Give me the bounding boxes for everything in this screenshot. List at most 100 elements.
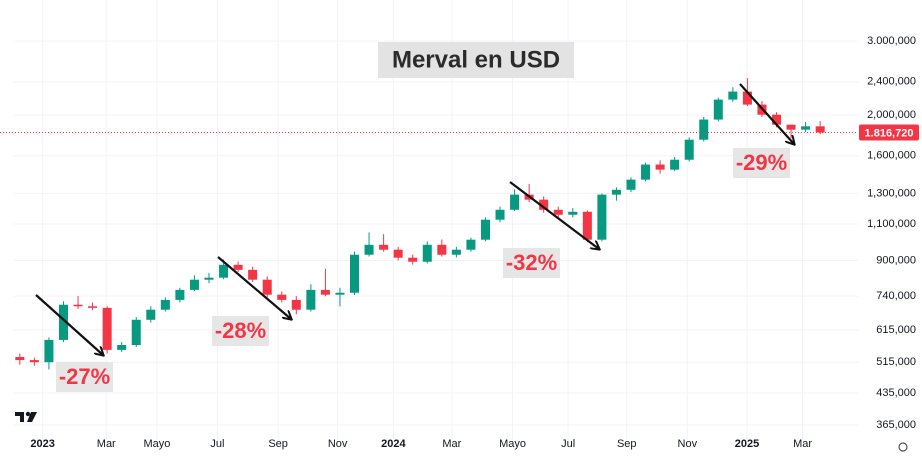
candle-body [44, 339, 54, 363]
price-tag [859, 124, 919, 141]
candle-body [58, 304, 68, 340]
candle-body [291, 299, 301, 310]
annotation-box [212, 316, 269, 346]
candle-body [117, 345, 127, 350]
y-tick-label: 615,000 [876, 324, 916, 336]
candle-body [510, 194, 520, 210]
candle-body [451, 249, 461, 255]
x-tick-label: Nov [328, 438, 348, 450]
x-tick-label: Jul [210, 438, 224, 450]
candle-body [582, 211, 592, 240]
arrow [35, 294, 103, 355]
candle-body [801, 126, 811, 130]
annotation: -29% [736, 150, 787, 175]
y-tick-label: 2,000,000 [867, 109, 916, 121]
candle-body [189, 279, 199, 290]
title-box [378, 42, 574, 78]
candle-body [742, 91, 752, 105]
candle-body [335, 292, 345, 295]
candle-body [233, 264, 243, 270]
candle-body [568, 211, 578, 215]
candle-body [29, 360, 39, 363]
candle-body [364, 244, 374, 255]
x-tick-label: 2024 [381, 438, 406, 450]
candle-body [611, 189, 621, 195]
candle-body [393, 249, 403, 258]
arrow [509, 181, 599, 249]
x-tick-label: 2025 [735, 438, 759, 450]
candle-body [379, 244, 389, 250]
y-tick-label: 365,000 [876, 419, 916, 431]
candle-body [15, 356, 25, 361]
candle-body [480, 219, 490, 240]
candle-body [219, 264, 229, 278]
price-tag-label: 1.816,720 [865, 127, 914, 139]
candle-body [771, 114, 782, 125]
arrow [739, 83, 794, 144]
candle-body [204, 277, 214, 280]
candle-body [349, 254, 360, 293]
y-tick-label: 1,100,000 [867, 218, 916, 230]
candle-body [88, 306, 98, 308]
candle-body [262, 279, 272, 295]
candle-body [160, 299, 170, 310]
candle-body [466, 239, 476, 250]
candle-body [437, 244, 447, 255]
candle-body [641, 164, 651, 180]
x-tick-label: Mar [97, 438, 116, 450]
annotation-box [56, 362, 113, 392]
x-tick-label: Sep [268, 438, 288, 450]
annotation-box [733, 148, 790, 178]
x-tick-label: Mayo [143, 438, 170, 450]
y-tick-label: 1,300,000 [867, 187, 916, 199]
annotation-box [503, 248, 560, 278]
candle-body [422, 244, 432, 262]
x-tick-label: Sep [617, 438, 637, 450]
candle-body [495, 209, 505, 220]
candle-body [306, 289, 316, 310]
candle-body [699, 119, 709, 140]
y-tick-label: 2,400,000 [867, 76, 916, 88]
candle-body [553, 209, 563, 215]
x-tick-label: Nov [678, 438, 698, 450]
candle-body [655, 164, 665, 170]
x-tick-label: Mayo [499, 438, 526, 450]
annotation: -27% [59, 364, 110, 389]
candle-body [539, 199, 549, 210]
y-tick-label: 435,000 [876, 387, 916, 399]
candle-body [684, 139, 694, 160]
annotation: -28% [215, 318, 266, 343]
axes: 365,000 435,000 515,000 615,000 740,000 900,0… [0, 35, 919, 450]
y-tick-label: 740,000 [876, 290, 916, 302]
x-tick-label: Jul [561, 438, 575, 450]
y-tick-label: 3.000,000 [867, 35, 916, 47]
candle-body [146, 309, 156, 320]
candle-body [131, 319, 141, 346]
x-tick-label: Mar [442, 438, 461, 450]
candles [15, 78, 825, 370]
candle-body [597, 194, 607, 240]
x-tick-label: 2023 [30, 438, 54, 450]
chart-title: Merval en USD [392, 46, 560, 73]
y-tick-label: 900,000 [876, 254, 916, 266]
candle-body [102, 307, 112, 350]
candle-body [786, 124, 796, 130]
candle-body [320, 289, 330, 295]
candle-body [670, 159, 680, 170]
y-tick-label: 515,000 [876, 356, 916, 368]
candle-body [277, 294, 287, 300]
arrow [217, 256, 291, 319]
candle-body [815, 126, 825, 133]
x-tick-label: Mar [793, 438, 812, 450]
annotation: -32% [506, 250, 557, 275]
candle-body [626, 179, 636, 190]
candle-body [73, 304, 83, 307]
logo [15, 411, 37, 422]
candle-body [728, 91, 738, 100]
candle-body [175, 289, 185, 300]
candle-body [408, 257, 418, 262]
settings-icon[interactable] [898, 442, 908, 452]
y-tick-label: 1,600,000 [867, 150, 916, 162]
candle-body [713, 99, 723, 120]
